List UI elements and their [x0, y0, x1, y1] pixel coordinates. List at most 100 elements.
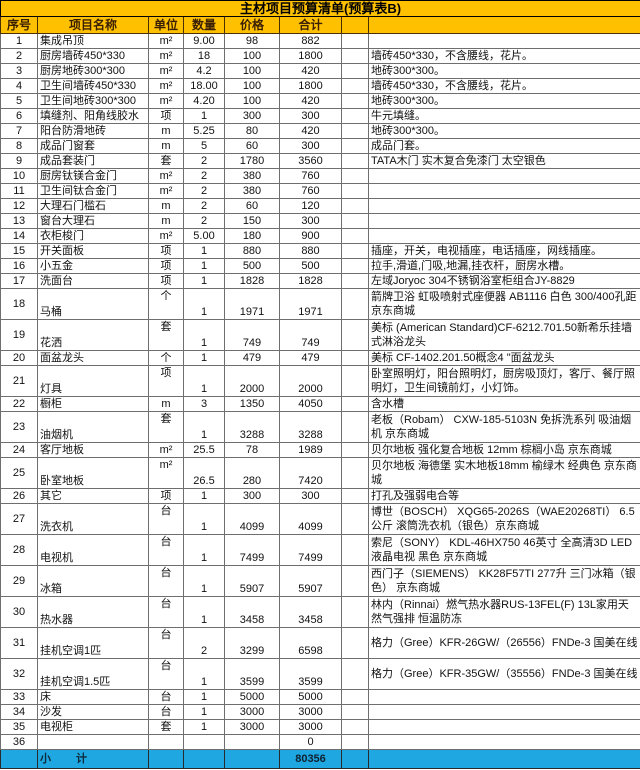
- cell-qty[interactable]: 1: [183, 319, 225, 351]
- cell-blank[interactable]: [341, 704, 369, 720]
- col-header-total[interactable]: 合计: [279, 16, 342, 34]
- cell-total[interactable]: 1800: [279, 48, 342, 64]
- cell-qty[interactable]: 1: [183, 689, 225, 705]
- cell-blank[interactable]: [341, 596, 369, 628]
- col-header-qty[interactable]: 数量: [183, 16, 225, 34]
- cell-name[interactable]: [37, 734, 149, 750]
- cell-no[interactable]: 22: [0, 396, 38, 412]
- cell-total[interactable]: 900: [279, 228, 342, 244]
- cell-no[interactable]: 11: [0, 183, 38, 199]
- cell-remark[interactable]: 成品门套。: [367, 138, 640, 154]
- cell-blank[interactable]: [341, 33, 369, 49]
- cell-unit[interactable]: 台: [148, 689, 184, 705]
- subtotal-total[interactable]: 80356: [279, 749, 342, 769]
- cell-total[interactable]: 3000: [279, 719, 342, 735]
- cell-price[interactable]: 280: [224, 457, 280, 489]
- cell-remark[interactable]: [367, 228, 640, 244]
- cell-remark[interactable]: 美标 CF-1402.201.50概念4 "面盆龙头: [367, 350, 640, 366]
- cell-remark[interactable]: [367, 213, 640, 229]
- cell-price[interactable]: 749: [224, 319, 280, 351]
- cell-name[interactable]: 填缝剂、阳角线胶水: [37, 108, 149, 124]
- cell-no[interactable]: 8: [0, 138, 38, 154]
- cell-total[interactable]: 300: [279, 108, 342, 124]
- cell-remark[interactable]: 老板（Robam） CXW-185-5103N 免拆洗系列 吸油烟机 京东商城: [367, 411, 640, 443]
- cell-unit[interactable]: 台: [148, 596, 184, 628]
- cell-total[interactable]: 420: [279, 63, 342, 79]
- cell-unit[interactable]: 项: [148, 258, 184, 274]
- cell-unit[interactable]: 套: [148, 719, 184, 735]
- cell-name[interactable]: 橱柜: [37, 396, 149, 412]
- cell-blank[interactable]: [341, 108, 369, 124]
- cell-name[interactable]: 成品门窗套: [37, 138, 149, 154]
- cell-qty[interactable]: 5.25: [183, 123, 225, 139]
- cell-price[interactable]: 3000: [224, 704, 280, 720]
- cell-unit[interactable]: m: [148, 138, 184, 154]
- cell-price[interactable]: 880: [224, 243, 280, 259]
- cell-price[interactable]: 60: [224, 138, 280, 154]
- cell-no[interactable]: 23: [0, 411, 38, 443]
- cell-qty[interactable]: 1: [183, 411, 225, 443]
- cell-name[interactable]: 床: [37, 689, 149, 705]
- cell-price[interactable]: 3000: [224, 719, 280, 735]
- cell-name[interactable]: 集成吊顶: [37, 33, 149, 49]
- cell-qty[interactable]: 5.00: [183, 228, 225, 244]
- cell-unit[interactable]: 套: [148, 153, 184, 169]
- cell-blank[interactable]: [341, 689, 369, 705]
- sheet-title[interactable]: 主材项目预算清单(预算表B): [0, 0, 640, 17]
- cell-price[interactable]: 150: [224, 213, 280, 229]
- cell-remark[interactable]: 格力（Gree）KFR-26GW/（26556）FNDe-3 国美在线: [367, 627, 640, 659]
- cell-blank[interactable]: [341, 288, 369, 320]
- cell-qty[interactable]: 1: [183, 534, 225, 566]
- cell-qty[interactable]: 9.00: [183, 33, 225, 49]
- cell-name[interactable]: 卧室地板: [37, 457, 149, 489]
- cell-total[interactable]: 880: [279, 243, 342, 259]
- cell-unit[interactable]: m²: [148, 442, 184, 458]
- cell-price[interactable]: 380: [224, 183, 280, 199]
- cell-remark[interactable]: 林内（Rinnai）燃气热水器RUS-13FEL(F) 13L家用天然气强排 恒…: [367, 596, 640, 628]
- cell-no[interactable]: 28: [0, 534, 38, 566]
- cell-qty[interactable]: 2: [183, 183, 225, 199]
- cell-qty[interactable]: 25.5: [183, 442, 225, 458]
- cell-name[interactable]: 马桶: [37, 288, 149, 320]
- cell-qty[interactable]: 1: [183, 565, 225, 597]
- cell-blank[interactable]: [341, 658, 369, 690]
- cell-unit[interactable]: m²: [148, 78, 184, 94]
- cell-price[interactable]: 98: [224, 33, 280, 49]
- cell-remark[interactable]: [367, 183, 640, 199]
- cell-no[interactable]: 33: [0, 689, 38, 705]
- cell-name[interactable]: 小五金: [37, 258, 149, 274]
- cell-remark[interactable]: 博世（BOSCH） XQG65-2026S（WAE20268TI） 6.5公斤 …: [367, 503, 640, 535]
- cell-total[interactable]: 4099: [279, 503, 342, 535]
- cell-remark[interactable]: 含水槽: [367, 396, 640, 412]
- cell-name[interactable]: 挂机空调1.5匹: [37, 658, 149, 690]
- cell-total[interactable]: 5000: [279, 689, 342, 705]
- cell-qty[interactable]: 1: [183, 258, 225, 274]
- cell-no[interactable]: 16: [0, 258, 38, 274]
- cell-total[interactable]: 420: [279, 93, 342, 109]
- cell-remark[interactable]: 拉手,滑道,门吸,地漏,挂衣杆，厨房水槽。: [367, 258, 640, 274]
- cell-price[interactable]: 300: [224, 488, 280, 504]
- cell-blank[interactable]: [341, 258, 369, 274]
- cell-no[interactable]: 17: [0, 273, 38, 289]
- cell-no[interactable]: 13: [0, 213, 38, 229]
- cell-name[interactable]: 油烟机: [37, 411, 149, 443]
- cell-unit[interactable]: 台: [148, 658, 184, 690]
- cell-qty[interactable]: 1: [183, 288, 225, 320]
- cell-total[interactable]: 4050: [279, 396, 342, 412]
- cell-unit[interactable]: 项: [148, 488, 184, 504]
- cell-total[interactable]: 1800: [279, 78, 342, 94]
- cell-unit[interactable]: 套: [148, 411, 184, 443]
- cell-price[interactable]: 1971: [224, 288, 280, 320]
- col-header-price[interactable]: 价格: [224, 16, 280, 34]
- cell-no[interactable]: 2: [0, 48, 38, 64]
- cell-blank[interactable]: [341, 183, 369, 199]
- cell-remark[interactable]: 地砖300*300。: [367, 93, 640, 109]
- cell-unit[interactable]: m²: [148, 228, 184, 244]
- cell-blank[interactable]: [341, 488, 369, 504]
- cell-total[interactable]: 5907: [279, 565, 342, 597]
- cell-name[interactable]: 沙发: [37, 704, 149, 720]
- cell-name[interactable]: 挂机空调1匹: [37, 627, 149, 659]
- cell-qty[interactable]: 1: [183, 273, 225, 289]
- cell-price[interactable]: 1828: [224, 273, 280, 289]
- cell-price[interactable]: 3299: [224, 627, 280, 659]
